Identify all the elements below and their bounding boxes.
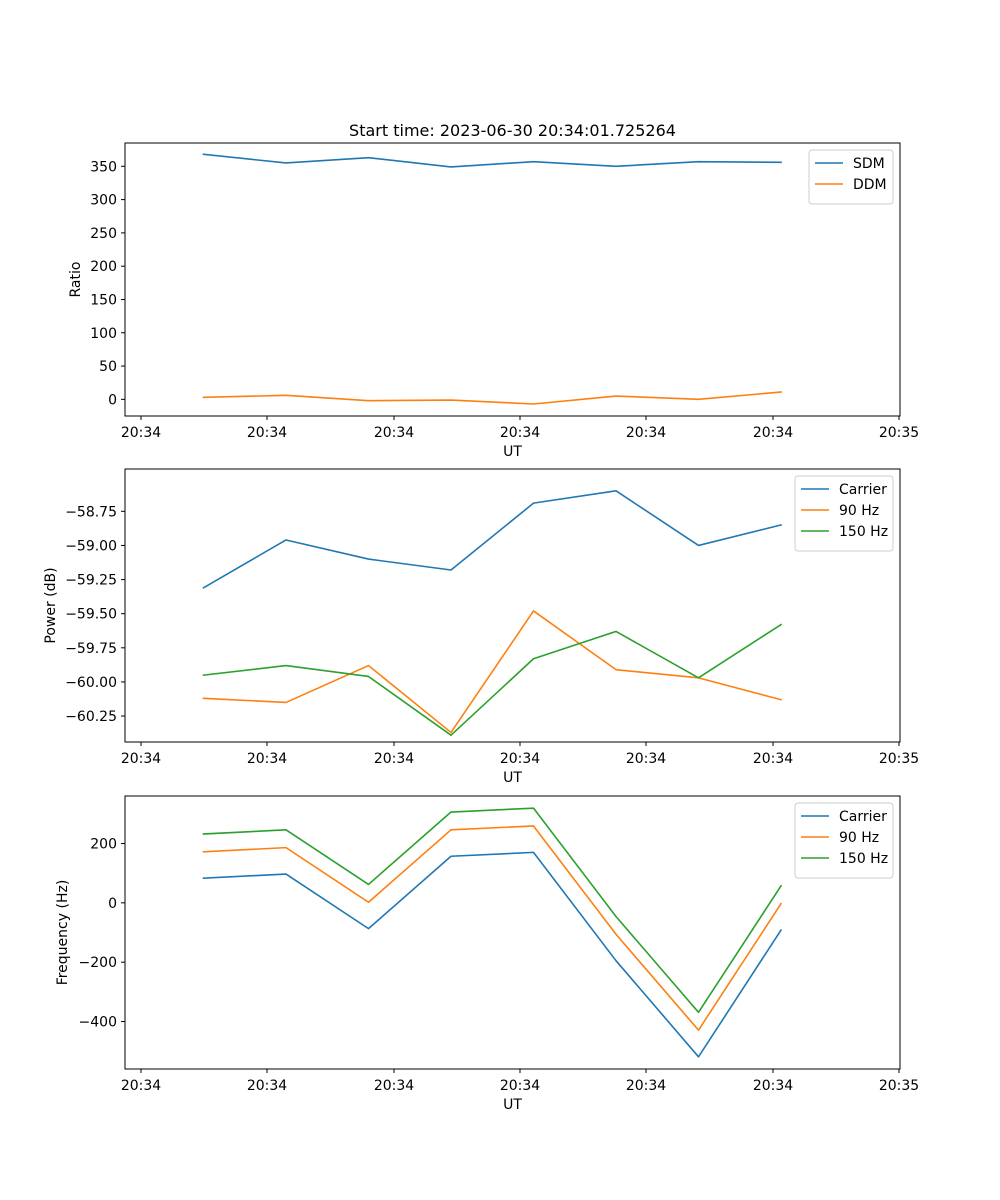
y-tick-label: 100 <box>90 326 117 342</box>
y-tick-label: 350 <box>90 159 117 175</box>
y-tick-label: −59.00 <box>65 538 117 554</box>
y-tick-label: 50 <box>99 359 117 375</box>
x-tick-label: 20:34 <box>753 425 793 441</box>
y-tick-label: 250 <box>90 226 117 242</box>
x-tick-label: 20:34 <box>121 751 161 767</box>
series-line-ddm <box>202 391 782 405</box>
legend-entry: 150 Hz <box>839 851 888 867</box>
series-line-90-hz <box>202 610 782 734</box>
series-line-sdm <box>202 153 782 168</box>
x-tick-label: 20:35 <box>879 1078 919 1094</box>
legend: Carrier 90 Hz 150 Hz <box>794 475 894 552</box>
y-tick-label: 200 <box>90 836 117 852</box>
series-line-90-hz <box>202 825 783 1031</box>
legend-entry: Carrier <box>839 482 887 498</box>
axes-frame <box>124 795 901 1070</box>
x-tick-label: 20:34 <box>626 751 666 767</box>
x-tick-label: 20:34 <box>500 1078 540 1094</box>
y-tick-label: 200 <box>90 259 117 275</box>
chart-panel-2: −60.25 −60.00 −59.75 −59.50 −59.25 −59.00 −58.… <box>43 468 919 786</box>
x-tick-label: 20:34 <box>374 751 414 767</box>
legend-entry: SDM <box>853 156 885 172</box>
legend-box <box>794 802 894 879</box>
x-tick-label: 20:34 <box>753 751 793 767</box>
legend: Carrier 90 Hz 150 Hz <box>794 802 894 879</box>
series-line-carrier <box>202 490 782 589</box>
legend-entry: 90 Hz <box>839 830 879 846</box>
y-tick-label: 0 <box>108 392 117 408</box>
legend-entry: 150 Hz <box>839 524 888 540</box>
x-tick-label: 20:35 <box>879 751 919 767</box>
y-tick-label: 150 <box>90 292 117 308</box>
y-tick-label: 0 <box>108 896 117 912</box>
y-axis-label: Ratio <box>68 262 84 298</box>
x-tick-label: 20:34 <box>247 425 287 441</box>
chart-panel-3: −400 −200 0 200 20:34 20:34 20:34 20:34 20:34 20:… <box>55 795 919 1113</box>
axes-frame <box>124 142 901 417</box>
y-axis-label: Frequency (Hz) <box>55 880 71 986</box>
x-tick-label: 20:34 <box>247 1078 287 1094</box>
y-tick-label: −58.75 <box>65 504 117 520</box>
series-line-150-hz <box>202 807 783 1014</box>
y-tick-label: −200 <box>79 955 117 971</box>
y-tick-label: −60.00 <box>65 675 117 691</box>
legend-entry: Carrier <box>839 809 887 825</box>
y-tick-label: −59.75 <box>65 641 117 657</box>
axes-frame <box>124 468 901 743</box>
y-tick-label: −60.25 <box>65 709 117 725</box>
series-line-150-hz <box>202 623 783 736</box>
y-tick-label: −59.25 <box>65 573 117 589</box>
series-line-carrier <box>202 851 783 1058</box>
legend-box <box>794 475 894 552</box>
x-tick-label: 20:34 <box>753 1078 793 1094</box>
y-axis-label: Power (dB) <box>43 567 59 643</box>
x-tick-label: 20:34 <box>121 425 161 441</box>
x-axis-label: UT <box>503 770 522 786</box>
y-tick-label: −59.50 <box>65 607 117 623</box>
x-tick-label: 20:34 <box>121 1078 161 1094</box>
x-tick-label: 20:34 <box>374 425 414 441</box>
x-tick-label: 20:35 <box>879 425 919 441</box>
chart-title: Start time: 2023-06-30 20:34:01.725264 <box>349 121 676 140</box>
x-tick-label: 20:34 <box>626 1078 666 1094</box>
x-axis-label: UT <box>503 444 522 460</box>
x-axis-label: UT <box>503 1097 522 1113</box>
legend-entry: DDM <box>853 177 887 193</box>
x-tick-label: 20:34 <box>500 751 540 767</box>
y-tick-label: −400 <box>79 1015 117 1031</box>
legend: SDM DDM <box>808 149 894 205</box>
chart-panel-1: 0 50 100 150 200 250 300 350 20:34 20:34 20:34 20:3… <box>68 142 919 460</box>
y-tick-label: 300 <box>90 193 117 209</box>
legend-entry: 90 Hz <box>839 503 879 519</box>
x-tick-label: 20:34 <box>374 1078 414 1094</box>
x-tick-label: 20:34 <box>626 425 666 441</box>
x-tick-label: 20:34 <box>500 425 540 441</box>
x-tick-label: 20:34 <box>247 751 287 767</box>
